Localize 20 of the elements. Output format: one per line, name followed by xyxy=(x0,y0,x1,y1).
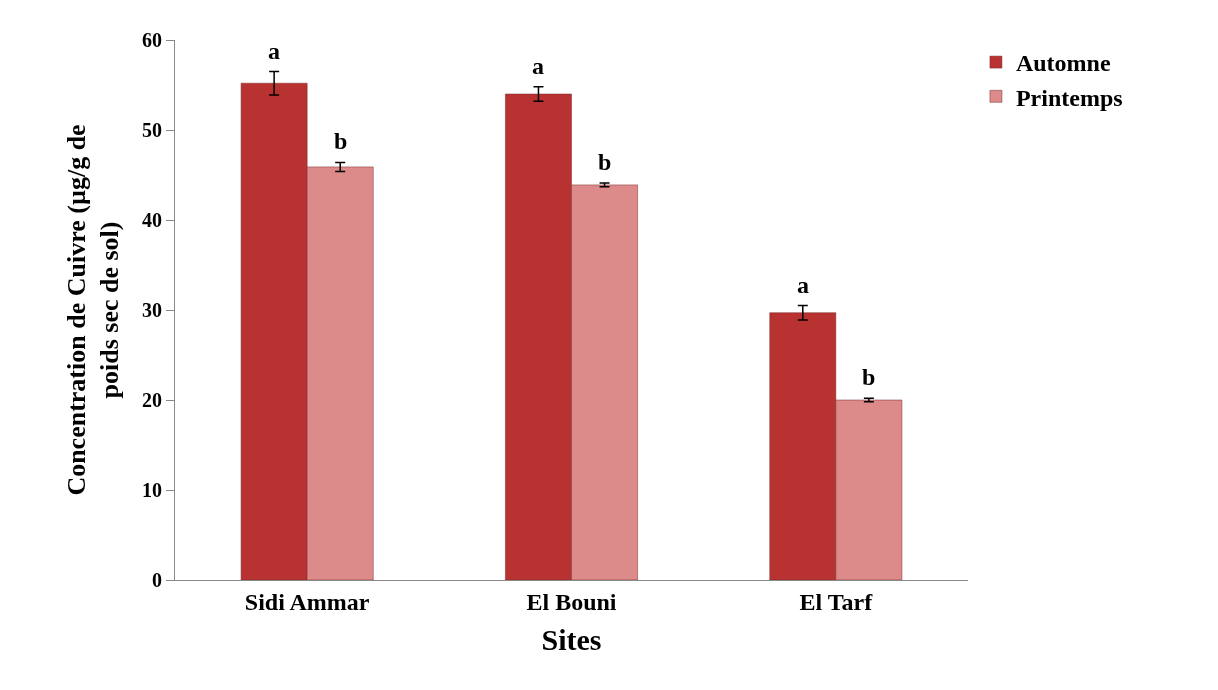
data-label: a xyxy=(532,53,544,79)
data-label: b xyxy=(598,149,612,175)
x-tick-label: El Tarf xyxy=(799,588,874,615)
legend-label: Printemps xyxy=(1015,84,1123,111)
data-label: a xyxy=(268,38,280,64)
y-tick-label: 30 xyxy=(142,299,162,321)
data-label: b xyxy=(334,128,348,154)
y-axis-title: Concentration de Cuivre (µg/g de poids sec de sol) xyxy=(61,124,125,496)
data-label: b xyxy=(862,364,876,390)
y-tick-label: 40 xyxy=(142,209,162,231)
x-axis-title: Sites xyxy=(541,623,602,657)
x-tick-label: Sidi Ammar xyxy=(244,588,370,615)
y-tick-label: 20 xyxy=(142,389,162,411)
legend-label: Automne xyxy=(1015,50,1111,77)
x-tick-label: El Bouni xyxy=(526,588,617,615)
y-tick-label: 50 xyxy=(142,119,162,141)
y-tick-label: 10 xyxy=(142,479,162,501)
y-tick-label: 60 xyxy=(142,29,162,51)
y-tick-label: 0 xyxy=(152,569,162,591)
data-label: a xyxy=(797,272,809,298)
